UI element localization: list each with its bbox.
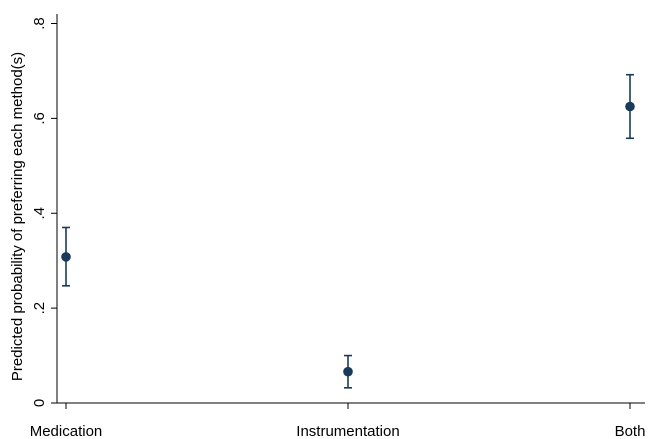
x-tick-label: Both	[615, 423, 646, 439]
data-point-group	[625, 73, 635, 140]
data-point-group	[61, 226, 71, 287]
y-axis-title: Predicted probability of preferring each…	[9, 52, 26, 381]
y-tick-label: .6	[31, 112, 48, 125]
y-tick-label: 0	[31, 399, 48, 407]
x-ticks: Medication Instrumentation Both	[30, 403, 646, 439]
data-point-group	[343, 354, 353, 389]
data-point	[61, 252, 71, 262]
data-point	[343, 366, 353, 377]
x-tick-label: Instrumentation	[296, 423, 399, 439]
y-tick-label: .8	[31, 17, 48, 30]
data-point	[625, 101, 635, 112]
x-tick-label: Medication	[30, 423, 103, 439]
y-tick-label: .4	[31, 207, 48, 220]
series-points	[61, 73, 635, 389]
y-tick-label: .2	[31, 302, 48, 315]
y-ticks: 0 .2 .4 .6 .8	[31, 17, 57, 407]
plot-area: 0 .2 .4 .6 .8 Medication Instrumentation Both	[30, 14, 646, 439]
